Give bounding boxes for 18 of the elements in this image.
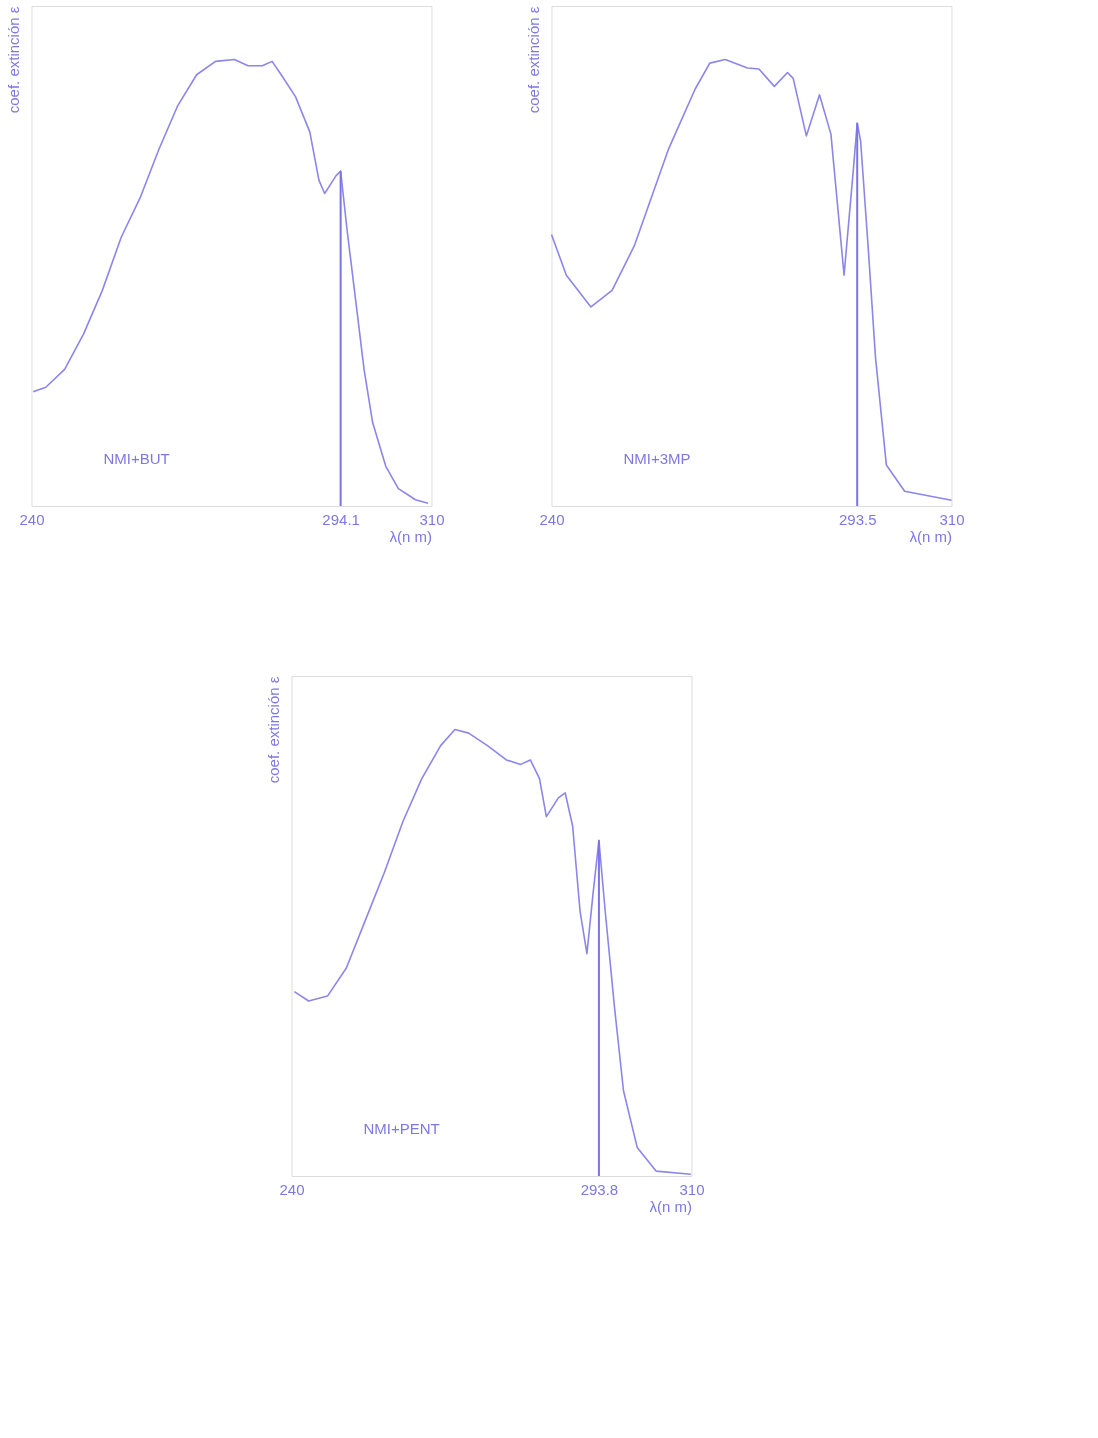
annotation: NMI+PENT: [363, 1119, 440, 1137]
x-tick-label: 293.8: [580, 1180, 619, 1198]
x-axis-title: λ(n m): [909, 527, 952, 545]
annotation: NMI+BUT: [103, 449, 170, 467]
x-tick-label: 310: [679, 1180, 705, 1198]
x-tick-label: 294.1: [322, 510, 360, 528]
y-axis-title: coef. extinción ε: [4, 6, 22, 114]
annotation: NMI+3MP: [623, 449, 691, 467]
y-axis-title: coef. extinción ε: [264, 676, 282, 784]
x-axis-title: λ(n m): [389, 527, 432, 545]
x-axis-title: λ(n m): [649, 1197, 692, 1215]
x-tick-label: 240: [19, 510, 45, 528]
x-tick-label: 240: [279, 1180, 305, 1198]
x-tick-label: 310: [939, 510, 965, 528]
x-tick-label: 240: [539, 510, 565, 528]
y-axis-title: coef. extinción ε: [524, 6, 542, 114]
x-tick-label: 310: [419, 510, 445, 528]
x-tick-label: 293.5: [838, 510, 877, 528]
